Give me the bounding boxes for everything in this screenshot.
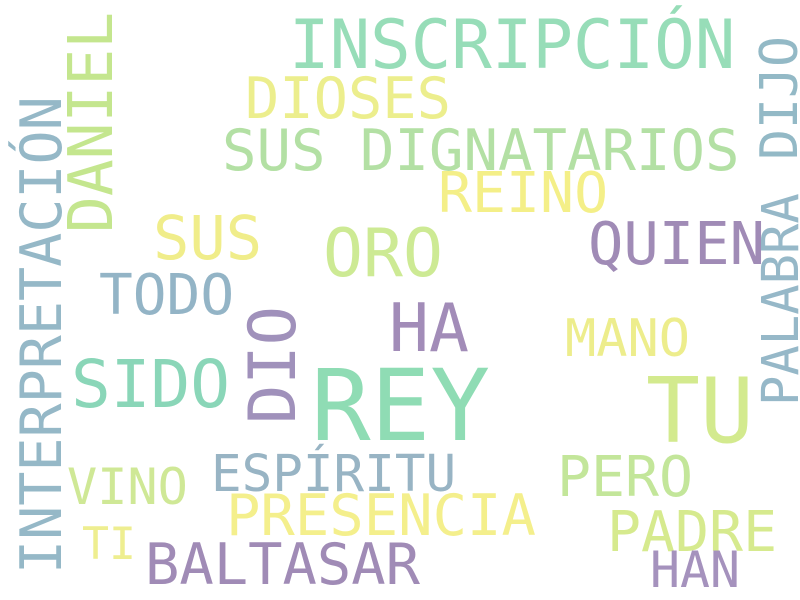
word-tu: TU — [646, 359, 754, 464]
word-palabra: PALABRA — [750, 193, 800, 406]
word-oro: ORO — [323, 213, 443, 292]
word-espiritu: ESPÍRITU — [211, 444, 457, 504]
word-dio: DIO — [234, 306, 311, 424]
word-baltasar: BALTASAR — [145, 532, 420, 599]
word-rey: REY — [311, 348, 490, 464]
word-ti: TI — [82, 516, 137, 570]
word-presencia: PRESENCIA — [226, 482, 536, 549]
word-han: HAN — [650, 541, 740, 599]
word-dijo: DIJO — [749, 35, 800, 160]
word-reino: REINO — [438, 160, 609, 226]
word-pero: PERO — [557, 445, 694, 511]
word-inscripcion: INSCRIPCIÓN — [289, 4, 736, 84]
word-padre: PADRE — [607, 499, 778, 565]
word-dioses: DIOSES — [245, 66, 451, 133]
word-sido: SIDO — [71, 345, 230, 423]
word-ha: HA — [389, 289, 469, 368]
word-mano: MANO — [565, 308, 690, 369]
word-sus: SUS — [153, 203, 263, 274]
word-vino: VINO — [67, 457, 188, 516]
word-quien: QUIEN — [588, 208, 765, 278]
word-todo: TODO — [99, 262, 235, 328]
word-sus-dignatarios: SUS DIGNATARIOS — [222, 116, 740, 184]
word-daniel: DANIEL — [55, 11, 127, 233]
